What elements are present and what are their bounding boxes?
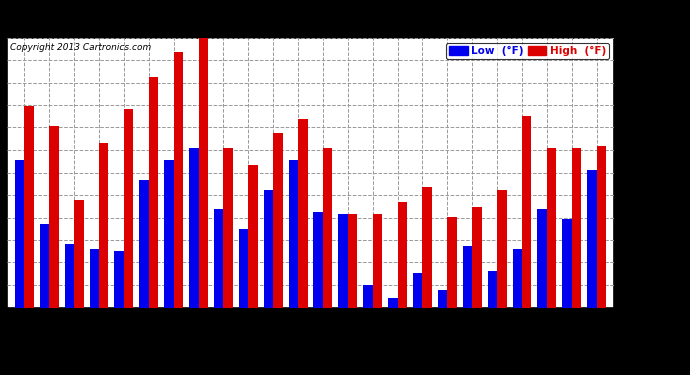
Bar (447, 217, 457, 308)
Bar (313, 212, 323, 308)
Bar (74, 200, 83, 308)
Bar (248, 165, 258, 308)
Bar (538, 209, 547, 308)
Bar (338, 214, 348, 308)
Bar (597, 146, 606, 308)
Bar (99, 143, 108, 308)
Bar (139, 180, 149, 308)
Bar (348, 214, 357, 308)
Bar (199, 38, 208, 308)
Bar (214, 209, 224, 308)
Bar (264, 190, 273, 308)
Bar (488, 271, 497, 308)
Bar (298, 118, 308, 308)
Bar (40, 224, 49, 308)
Bar (24, 106, 34, 307)
Bar (49, 126, 59, 308)
Bar (572, 148, 581, 308)
Bar (513, 249, 522, 308)
Bar (273, 133, 283, 308)
Bar (124, 109, 133, 308)
Bar (323, 148, 333, 308)
Bar (472, 207, 482, 308)
Bar (174, 52, 183, 308)
Text: Copyright 2013 Cartronics.com: Copyright 2013 Cartronics.com (10, 43, 151, 52)
Bar (547, 148, 556, 308)
Text: Outdoor Temperature Daily High/Low 20131204: Outdoor Temperature Daily High/Low 20131… (145, 11, 476, 25)
Bar (388, 298, 397, 307)
Bar (522, 116, 531, 308)
Bar (562, 219, 572, 308)
Bar (363, 285, 373, 308)
Bar (149, 77, 158, 308)
Bar (189, 148, 199, 308)
Bar (224, 148, 233, 308)
Bar (115, 251, 124, 308)
Bar (164, 160, 174, 308)
Bar (239, 229, 248, 308)
Bar (463, 246, 472, 308)
Bar (397, 202, 407, 308)
Bar (90, 249, 99, 308)
Bar (413, 273, 422, 308)
Bar (288, 160, 298, 308)
Bar (65, 244, 74, 308)
Bar (15, 160, 24, 308)
Bar (587, 170, 597, 308)
Bar (422, 187, 432, 308)
Bar (438, 290, 447, 308)
Bar (373, 214, 382, 308)
Legend: Low  (°F), High  (°F): Low (°F), High (°F) (446, 43, 609, 59)
Bar (497, 190, 506, 308)
